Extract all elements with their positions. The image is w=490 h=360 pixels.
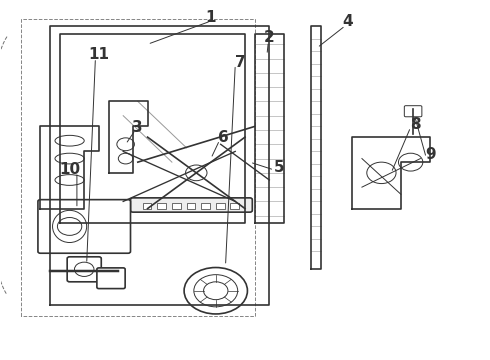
Bar xyxy=(216,203,224,209)
Text: 6: 6 xyxy=(218,130,228,145)
Text: 8: 8 xyxy=(410,117,421,132)
FancyBboxPatch shape xyxy=(97,268,125,289)
Text: 1: 1 xyxy=(206,10,216,25)
Text: 9: 9 xyxy=(425,148,436,162)
Bar xyxy=(230,203,239,209)
Text: 11: 11 xyxy=(88,48,109,63)
Bar xyxy=(201,203,210,209)
Text: 3: 3 xyxy=(132,120,143,135)
Bar xyxy=(172,203,181,209)
Bar xyxy=(157,203,166,209)
FancyBboxPatch shape xyxy=(404,106,422,117)
Bar xyxy=(187,203,196,209)
Text: 2: 2 xyxy=(264,30,275,45)
Text: 10: 10 xyxy=(59,162,80,177)
Text: 5: 5 xyxy=(274,160,284,175)
Bar xyxy=(143,203,151,209)
FancyBboxPatch shape xyxy=(130,198,252,212)
FancyBboxPatch shape xyxy=(38,200,130,253)
Text: 4: 4 xyxy=(342,14,353,28)
FancyBboxPatch shape xyxy=(67,257,101,282)
Text: 7: 7 xyxy=(235,55,245,69)
